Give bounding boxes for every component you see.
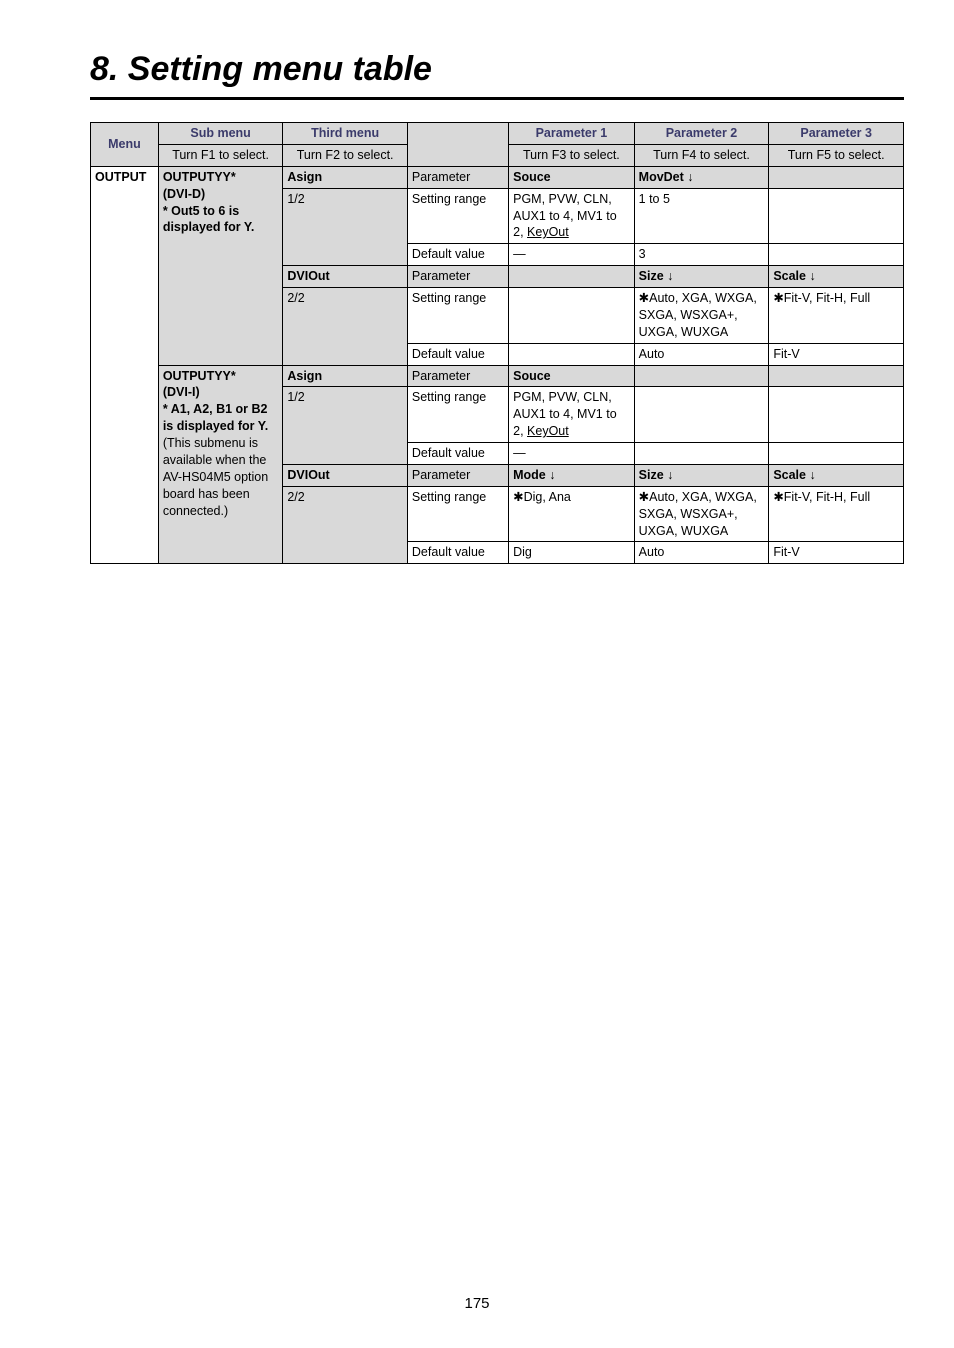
- sub-note: (This submenu is available when the AV-H…: [163, 436, 268, 518]
- sub-title: OUTPUTYY*: [163, 170, 236, 184]
- default-p2: Auto: [634, 542, 769, 564]
- default-p3: Fit-V: [769, 542, 904, 564]
- title-rule: [90, 97, 904, 100]
- param-2: [634, 365, 769, 387]
- hdr-sub-menu: Sub menu: [158, 123, 283, 145]
- param-2: Size ↓: [634, 266, 769, 288]
- param-1: Souce: [509, 365, 635, 387]
- param-1: Mode ↓: [509, 464, 635, 486]
- default-label: Default value: [407, 343, 508, 365]
- param-2: MovDet ↓: [634, 166, 769, 188]
- table-row: OUTPUTYY* (DVI-I) * A1, A2, B1 or B2 is …: [91, 365, 904, 387]
- hdr-p2: Parameter 2: [634, 123, 769, 145]
- menu-cell: OUTPUT: [91, 166, 159, 564]
- hdr-f4: Turn F4 to select.: [634, 144, 769, 166]
- hdr-p1: Parameter 1: [509, 123, 635, 145]
- range-p3: [769, 387, 904, 443]
- table-header-row: Menu Sub menu Third menu Parameter 1 Par…: [91, 123, 904, 145]
- hdr-p3: Parameter 3: [769, 123, 904, 145]
- param-label: Parameter: [407, 464, 508, 486]
- hdr-blank: [407, 123, 508, 167]
- param-1: Souce: [509, 166, 635, 188]
- range-p3: ✱Fit-V, Fit-H, Full: [769, 486, 904, 542]
- document-page: 8. Setting menu table Menu Sub menu Thir…: [0, 0, 954, 1348]
- default-label: Default value: [407, 244, 508, 266]
- third-menu-cell: Asign: [283, 166, 408, 188]
- hdr-f2: Turn F2 to select.: [283, 144, 408, 166]
- range-label: Setting range: [407, 288, 508, 344]
- sub-title: OUTPUTYY*: [163, 369, 236, 383]
- table-row: OUTPUT OUTPUTYY* (DVI-D) * Out5 to 6 is …: [91, 166, 904, 188]
- default-p1: —: [509, 244, 635, 266]
- hdr-f5: Turn F5 to select.: [769, 144, 904, 166]
- sub-menu-cell: OUTPUTYY* (DVI-D) * Out5 to 6 is display…: [158, 166, 283, 365]
- default-p3: [769, 244, 904, 266]
- range-p2: ✱Auto, XGA, WXGA, SXGA, WSXGA+, UXGA, WU…: [634, 486, 769, 542]
- page-indicator: 2/2: [283, 288, 408, 366]
- range-p3: [769, 188, 904, 244]
- param-2: Size ↓: [634, 464, 769, 486]
- sub-line2: (DVI-I): [163, 385, 200, 399]
- default-label: Default value: [407, 542, 508, 564]
- range-p1: PGM, PVW, CLN, AUX1 to 4, MV1 to 2, KeyO…: [509, 188, 635, 244]
- default-p2: 3: [634, 244, 769, 266]
- default-p1: Dig: [509, 542, 635, 564]
- range-p1: PGM, PVW, CLN, AUX1 to 4, MV1 to 2, KeyO…: [509, 387, 635, 443]
- sub-line3: * Out5 to 6 is displayed for Y.: [163, 204, 254, 235]
- settings-table: Menu Sub menu Third menu Parameter 1 Par…: [90, 122, 904, 564]
- param-3: Scale ↓: [769, 464, 904, 486]
- hdr-f1: Turn F1 to select.: [158, 144, 283, 166]
- range-p1: [509, 288, 635, 344]
- default-p3: Fit-V: [769, 343, 904, 365]
- range-label: Setting range: [407, 387, 508, 443]
- page-indicator: 1/2: [283, 188, 408, 266]
- sub-line3: * A1, A2, B1 or B2 is displayed for Y.: [163, 402, 268, 433]
- sub-line2: (DVI-D): [163, 187, 205, 201]
- default-p1: —: [509, 443, 635, 465]
- default-p1: [509, 343, 635, 365]
- hdr-f3: Turn F3 to select.: [509, 144, 635, 166]
- sub-menu-cell: OUTPUTYY* (DVI-I) * A1, A2, B1 or B2 is …: [158, 365, 283, 564]
- range-p1: ✱Dig, Ana: [509, 486, 635, 542]
- page-indicator: 1/2: [283, 387, 408, 465]
- default-p2: Auto: [634, 343, 769, 365]
- range-label: Setting range: [407, 188, 508, 244]
- range-p2: [634, 387, 769, 443]
- param-label: Parameter: [407, 166, 508, 188]
- range-p3: ✱Fit-V, Fit-H, Full: [769, 288, 904, 344]
- hdr-menu: Menu: [91, 123, 159, 167]
- hdr-third-menu: Third menu: [283, 123, 408, 145]
- default-label: Default value: [407, 443, 508, 465]
- param-3: [769, 166, 904, 188]
- page-indicator: 2/2: [283, 486, 408, 564]
- default-p3: [769, 443, 904, 465]
- range-p2: ✱Auto, XGA, WXGA, SXGA, WSXGA+, UXGA, WU…: [634, 288, 769, 344]
- third-menu-cell: Asign: [283, 365, 408, 387]
- param-3: Scale ↓: [769, 266, 904, 288]
- param-label: Parameter: [407, 365, 508, 387]
- page-number: 175: [0, 1295, 954, 1312]
- default-p2: [634, 443, 769, 465]
- param-1: [509, 266, 635, 288]
- param-label: Parameter: [407, 266, 508, 288]
- range-p2: 1 to 5: [634, 188, 769, 244]
- third-menu-cell: DVIOut: [283, 464, 408, 486]
- param-3: [769, 365, 904, 387]
- range-label: Setting range: [407, 486, 508, 542]
- third-menu-cell: DVIOut: [283, 266, 408, 288]
- page-title: 8. Setting menu table: [90, 50, 904, 91]
